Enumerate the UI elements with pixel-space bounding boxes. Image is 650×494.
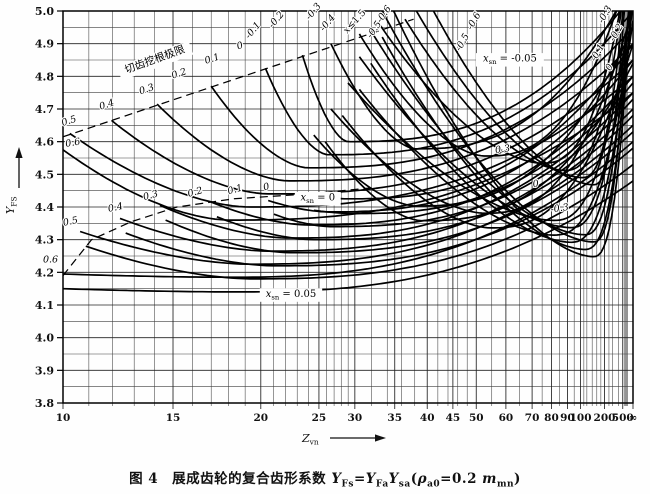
curve-x--0.5 bbox=[415, 11, 624, 179]
figure-caption: 图 4 展成齿轮的复合齿形系数 YFs=YFaYsa(ρa0=0.2 mmn) bbox=[129, 471, 521, 490]
undercut-limit-lines bbox=[63, 18, 414, 276]
curve-label: 0.3 bbox=[494, 143, 510, 156]
curve-x-0.3 bbox=[165, 131, 633, 254]
curve-x--0.6 bbox=[392, 11, 632, 258]
curve-label: 0.1 bbox=[203, 52, 221, 67]
curve-label: -0.5 bbox=[453, 32, 472, 53]
curve-label: 0.3 bbox=[138, 82, 156, 97]
x-tick-label: 30 bbox=[348, 412, 363, 424]
x-tick-label: 40 bbox=[420, 412, 435, 424]
curve-label: 0.5 bbox=[62, 215, 79, 229]
curves bbox=[63, 11, 633, 293]
x-axis-arrow-icon bbox=[375, 434, 386, 442]
y-tick-label: 4.1 bbox=[35, 299, 54, 312]
curve-label: -0.3 bbox=[550, 202, 570, 215]
curve-x-0.2 bbox=[210, 75, 633, 226]
y-tick-label: 4.6 bbox=[35, 136, 54, 149]
x-tick-label: 35 bbox=[387, 412, 402, 424]
x-tick-label: 10 bbox=[56, 412, 71, 424]
curve-label: 0.6 bbox=[64, 136, 81, 149]
curve-label: 0 bbox=[532, 178, 540, 190]
x-tick-label: 45 bbox=[446, 412, 461, 424]
curve-label: 0.2 bbox=[186, 185, 203, 200]
x-tick-label: 500 bbox=[612, 412, 634, 424]
y-tick-label: 4.0 bbox=[35, 332, 54, 345]
y-tick-label: 3.8 bbox=[35, 397, 54, 410]
y-tick-label: 4.5 bbox=[35, 168, 54, 181]
curve-label: -0.3 bbox=[303, 1, 323, 22]
curve-x-0.6 bbox=[63, 141, 633, 279]
curve-x--0.2 bbox=[341, 43, 633, 229]
x-tick-label: ∞ bbox=[629, 412, 638, 424]
curve-label: xsn = 0 bbox=[300, 193, 335, 206]
curve-label: 0 bbox=[262, 181, 271, 193]
curve-x--0.4 bbox=[404, 11, 623, 172]
curve-x--0.2 bbox=[358, 11, 618, 157]
curve-x-0.2 bbox=[210, 26, 633, 169]
x-tick-label: 90 bbox=[560, 412, 575, 424]
y-tick-label: 5.0 bbox=[35, 5, 54, 18]
x-tick-label: 50 bbox=[469, 412, 484, 424]
curve-x--0.4 bbox=[370, 11, 633, 244]
curve-x-0.5 bbox=[85, 163, 633, 280]
axis-ticks: 5.04.94.84.74.64.54.44.34.24.14.03.93.81… bbox=[35, 5, 638, 424]
y-tick-label: 4.2 bbox=[35, 266, 54, 279]
undercut-limit-top bbox=[63, 18, 414, 138]
x-axis-title: Zvn bbox=[301, 432, 319, 447]
grid bbox=[62, 10, 634, 409]
curve-label: -0.4 bbox=[318, 13, 338, 34]
undercut-limit-mid bbox=[63, 186, 377, 276]
y-tick-label: 4.7 bbox=[35, 103, 54, 116]
y-axis-arrow-icon bbox=[15, 147, 23, 158]
curve-label: 0.3 bbox=[142, 189, 159, 204]
curve-label: 0.6 bbox=[43, 255, 58, 266]
curve-x--0.5 bbox=[370, 11, 630, 236]
curve-x-0.6 bbox=[63, 180, 633, 293]
x-tick-label: 200 bbox=[594, 412, 616, 424]
curve-label: 0 bbox=[235, 40, 244, 52]
y-axis-title: YFS bbox=[4, 196, 19, 214]
y-tick-label: 3.9 bbox=[35, 364, 54, 377]
curve-label: -0.6 bbox=[374, 4, 394, 25]
curve-x--0.6 bbox=[381, 11, 630, 243]
curve-x--0.5 bbox=[381, 11, 632, 251]
curve-x--0.1 bbox=[324, 62, 633, 222]
y-tick-label: 4.8 bbox=[35, 70, 54, 83]
curve-label: xsn = 0.05 bbox=[266, 289, 317, 302]
y-tick-label: 4.9 bbox=[35, 38, 54, 51]
curve-x-0.3 bbox=[159, 92, 633, 239]
curve-x-0.2 bbox=[216, 114, 633, 241]
x-tick-label: 20 bbox=[253, 412, 268, 424]
x-tick-label: 15 bbox=[166, 412, 181, 424]
curve-label: -0.6 bbox=[465, 10, 484, 31]
curve-label: 0.4 bbox=[107, 201, 124, 215]
curve-label: 0.1 bbox=[226, 183, 243, 198]
x-tick-label: 100 bbox=[570, 412, 592, 424]
y-tick-label: 4.3 bbox=[35, 234, 54, 247]
curve-x--0.3 bbox=[358, 20, 633, 236]
y-tick-label: 4.4 bbox=[35, 201, 54, 214]
x-tick-label: 80 bbox=[544, 412, 559, 424]
curve-label: 0.4 bbox=[98, 97, 116, 112]
x-tick-label: 60 bbox=[499, 412, 514, 424]
curve-x-0 bbox=[307, 43, 633, 200]
curve-x--0.1 bbox=[313, 26, 633, 207]
curve-x-0 bbox=[313, 82, 633, 215]
curve-label: -0.1 bbox=[243, 20, 263, 41]
curve-label: xsn = -0.05 bbox=[483, 54, 537, 67]
axis-titles: YFS Zvn bbox=[4, 147, 386, 447]
curve-x-0.4 bbox=[125, 147, 633, 267]
curve-x--0.1 bbox=[330, 11, 617, 150]
x-tick-label: 25 bbox=[312, 412, 327, 424]
x-tick-label: 70 bbox=[525, 412, 540, 424]
